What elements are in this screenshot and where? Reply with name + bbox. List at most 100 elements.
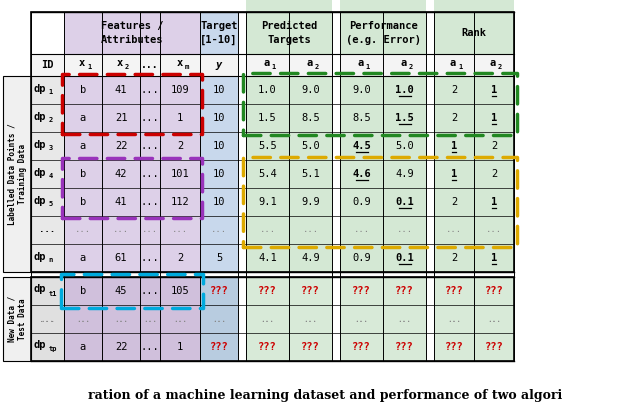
- Text: 105: 105: [171, 286, 189, 296]
- Text: 10: 10: [212, 85, 225, 95]
- Text: a: a: [80, 113, 86, 123]
- Bar: [31, 277, 514, 361]
- Text: Features /: Features /: [100, 21, 163, 31]
- Text: 1.0: 1.0: [395, 85, 414, 95]
- Text: ???: ???: [395, 342, 414, 352]
- Text: 3: 3: [49, 145, 52, 151]
- Text: 109: 109: [171, 85, 189, 95]
- Text: x: x: [117, 59, 123, 68]
- Text: ???: ???: [395, 286, 414, 296]
- Text: ...: ...: [141, 85, 159, 95]
- Text: dp: dp: [33, 195, 45, 206]
- Text: 22: 22: [115, 342, 127, 352]
- Text: ...: ...: [40, 315, 54, 324]
- Text: Labelled Data Points /
Training Data: Labelled Data Points / Training Data: [7, 123, 27, 225]
- Text: 1: 1: [87, 64, 92, 70]
- Bar: [64, 76, 200, 272]
- Text: ???: ???: [210, 286, 228, 296]
- Text: y: y: [216, 60, 222, 70]
- Bar: [31, 277, 64, 361]
- Text: a: a: [490, 59, 496, 68]
- Text: ...: ...: [141, 60, 159, 70]
- Bar: [200, 12, 238, 54]
- Text: 4.5: 4.5: [352, 141, 371, 151]
- Text: 61: 61: [115, 253, 127, 263]
- Text: b: b: [80, 169, 86, 179]
- Text: a: a: [80, 342, 86, 352]
- Bar: [426, 10, 434, 363]
- Text: 2: 2: [491, 141, 497, 151]
- Text: 2: 2: [177, 253, 183, 263]
- Text: a: a: [401, 59, 406, 68]
- Text: 5.0: 5.0: [395, 141, 414, 151]
- Bar: [31, 76, 64, 272]
- Text: 21: 21: [115, 113, 127, 123]
- Text: ???: ???: [301, 342, 320, 352]
- Text: 2: 2: [49, 118, 52, 123]
- Text: a: a: [80, 253, 86, 263]
- Text: ...: ...: [172, 225, 188, 234]
- Text: 9.0: 9.0: [301, 85, 320, 95]
- Text: 41: 41: [115, 197, 127, 207]
- Text: 0.9: 0.9: [352, 253, 371, 263]
- Text: tp: tp: [49, 346, 57, 352]
- Text: ...: ...: [141, 253, 159, 263]
- Text: 2: 2: [314, 64, 319, 70]
- Text: 2: 2: [177, 141, 183, 151]
- Text: Targets: Targets: [267, 35, 311, 45]
- Text: ...: ...: [142, 225, 158, 234]
- Bar: [340, 277, 426, 361]
- Text: 1: 1: [491, 113, 497, 123]
- Text: ???: ???: [352, 342, 371, 352]
- Text: ???: ???: [484, 286, 504, 296]
- Text: a: a: [307, 59, 312, 68]
- Text: ...: ...: [259, 225, 276, 234]
- Text: ...: ...: [447, 315, 461, 324]
- Text: x: x: [79, 59, 85, 68]
- Text: 2: 2: [498, 64, 502, 70]
- Text: 42: 42: [115, 169, 127, 179]
- Text: ...: ...: [260, 315, 275, 324]
- Text: 1: 1: [458, 64, 462, 70]
- Text: 10: 10: [212, 141, 225, 151]
- Text: ???: ???: [258, 286, 277, 296]
- Text: x: x: [177, 59, 183, 68]
- Text: 4.9: 4.9: [301, 253, 320, 263]
- Text: ...: ...: [40, 225, 56, 234]
- Text: 2: 2: [408, 64, 413, 70]
- Text: 1: 1: [491, 197, 497, 207]
- Text: ...: ...: [355, 315, 369, 324]
- Text: 5.4: 5.4: [258, 169, 277, 179]
- Text: 8.5: 8.5: [301, 113, 320, 123]
- Text: ...: ...: [355, 315, 369, 324]
- Text: dp: dp: [33, 83, 45, 94]
- Bar: [246, 76, 332, 272]
- Text: ...: ...: [141, 141, 159, 151]
- Text: ...: ...: [141, 342, 159, 352]
- Text: ...: ...: [303, 315, 317, 324]
- Text: ...: ...: [173, 315, 187, 324]
- Bar: [64, 277, 200, 361]
- Text: 1: 1: [271, 64, 276, 70]
- Text: New Data /
Test Data: New Data / Test Data: [7, 296, 27, 342]
- Text: ...: ...: [143, 315, 157, 324]
- Text: ...: ...: [396, 225, 413, 234]
- Text: dp: dp: [33, 252, 45, 262]
- Text: n: n: [49, 258, 52, 263]
- Text: ...: ...: [173, 315, 187, 324]
- Text: Target: Target: [200, 21, 237, 31]
- Text: ...: ...: [143, 315, 157, 324]
- Text: ...: ...: [353, 225, 369, 234]
- Text: 2: 2: [491, 169, 497, 179]
- Text: 1: 1: [451, 169, 457, 179]
- Bar: [434, 0, 514, 54]
- Text: 10: 10: [212, 169, 225, 179]
- Bar: [200, 277, 238, 361]
- Text: 0.9: 0.9: [352, 197, 371, 207]
- Text: 9.9: 9.9: [301, 197, 320, 207]
- Text: 2: 2: [125, 64, 129, 70]
- Text: dp: dp: [33, 140, 45, 149]
- Text: 5: 5: [49, 201, 52, 208]
- Text: 2: 2: [451, 253, 457, 263]
- Bar: [434, 76, 514, 272]
